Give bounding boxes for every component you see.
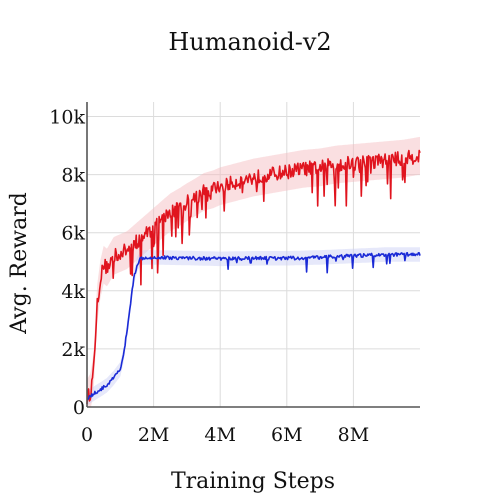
- x-tick-label: 8M: [338, 424, 370, 446]
- y-tick-label: 0: [73, 397, 85, 419]
- series-2-line: [86, 252, 421, 401]
- grid: [87, 102, 420, 407]
- chart-title: Humanoid-v2: [168, 28, 331, 56]
- x-tick-label: 2M: [138, 424, 170, 446]
- y-tick-label: 4k: [61, 281, 85, 303]
- series-2-band: [87, 247, 420, 406]
- y-tick-label: 8k: [61, 165, 85, 187]
- axes: 0 2M 4M 6M 8M 0 2k 4k 6k 8k 10k: [49, 102, 420, 446]
- series-lines: [86, 149, 421, 405]
- y-axis-title: Avg. Reward: [7, 192, 32, 335]
- series-1-line: [86, 149, 421, 405]
- confidence-bands: [87, 136, 420, 407]
- x-tick-label: 0: [81, 424, 93, 446]
- series-1-band: [87, 136, 420, 407]
- y-tick-label: 2k: [61, 339, 85, 361]
- y-tick-label: 10k: [49, 107, 85, 129]
- x-tick-label: 6M: [271, 424, 303, 446]
- x-tick-label: 4M: [204, 424, 236, 446]
- y-tick-label: 6k: [61, 223, 85, 245]
- x-axis-title: Training Steps: [171, 469, 335, 494]
